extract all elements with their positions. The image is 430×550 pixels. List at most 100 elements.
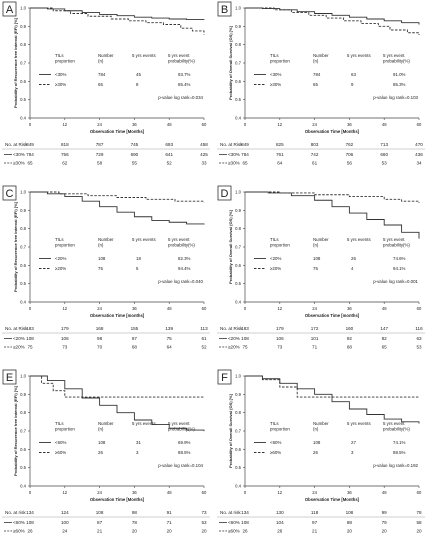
legend-header-label: 5 yrs events bbox=[347, 421, 371, 426]
risk-row-value: 20 bbox=[347, 529, 353, 534]
x-tick-label: 12 bbox=[62, 122, 67, 127]
series-line-high bbox=[245, 191, 420, 203]
risk-total-value: 108 bbox=[96, 510, 104, 515]
risk-row-label: ≥30% bbox=[228, 161, 240, 166]
risk-row-value: 761 bbox=[276, 152, 284, 157]
panel-letter: A bbox=[6, 4, 14, 16]
legend-probability: 94.4% bbox=[178, 266, 191, 271]
x-tick-label: 48 bbox=[167, 490, 172, 495]
y-axis-label: Probability of Overall Survival (OS) [%] bbox=[228, 209, 233, 283]
y-tick-label: 0.4 bbox=[20, 300, 26, 305]
risk-row-value: 26 bbox=[277, 529, 283, 534]
risk-total-value: 108 bbox=[346, 510, 354, 515]
risk-row-value: 20 bbox=[416, 529, 422, 534]
risk-total-value: 160 bbox=[346, 326, 354, 331]
x-axis-label: Observation Time [months] bbox=[90, 313, 145, 318]
risk-table-title: No. at risk bbox=[5, 510, 26, 515]
risk-row-value: 20 bbox=[382, 529, 388, 534]
legend-header-label: Number bbox=[98, 237, 114, 242]
legend-header-label: (n) bbox=[98, 427, 104, 432]
legend-header-label: (n) bbox=[98, 243, 104, 248]
risk-row-label: ≥60% bbox=[228, 529, 240, 534]
series-line-low bbox=[245, 375, 420, 424]
legend-header-label: proportion bbox=[270, 59, 290, 64]
y-tick-label: 0.4 bbox=[235, 116, 241, 121]
risk-row-label: ≥20% bbox=[228, 345, 240, 350]
risk-row-value: 58 bbox=[97, 161, 103, 166]
legend-count: 26 bbox=[313, 450, 318, 455]
x-tick-label: 48 bbox=[382, 490, 387, 495]
risk-row-value: 64 bbox=[277, 161, 283, 166]
x-tick-label: 24 bbox=[312, 122, 317, 127]
km-panel-a: A 0.4 0.5 0.6 0.7 0.8 0.9 1.0 0 12 24 36 48 60 Observa… bbox=[2, 1, 210, 166]
risk-total-value: 134 bbox=[26, 510, 34, 515]
legend-events: 3 bbox=[351, 450, 354, 455]
legend-probability: 74.1% bbox=[393, 440, 406, 445]
risk-row-value: 108 bbox=[26, 336, 34, 341]
series-line-high bbox=[30, 191, 205, 203]
x-tick-label: 48 bbox=[167, 122, 172, 127]
legend-header-label: proportion bbox=[55, 59, 75, 64]
risk-row-value: 100 bbox=[61, 520, 69, 525]
legend-probability: 93.7% bbox=[178, 72, 191, 77]
x-tick-label: 24 bbox=[97, 306, 102, 311]
risk-row-value: 784 bbox=[26, 152, 34, 157]
risk-row-value: 660 bbox=[380, 152, 388, 157]
legend-events: 45 bbox=[136, 72, 141, 77]
legend-group-label: <30% bbox=[55, 72, 66, 77]
legend-header-label: 5 yrs event bbox=[168, 237, 190, 242]
legend-events: 31 bbox=[136, 440, 141, 445]
x-tick-label: 12 bbox=[62, 490, 67, 495]
risk-row-value: 53 bbox=[416, 345, 422, 350]
panel-letter-box bbox=[217, 185, 232, 201]
risk-table-title: No. at Risk bbox=[220, 142, 243, 147]
legend-header-label: TILs bbox=[55, 53, 64, 58]
y-tick-label: 0.7 bbox=[235, 61, 241, 66]
legend-probability: 74.6% bbox=[393, 256, 406, 261]
risk-table-title: No. at Risk bbox=[5, 326, 28, 331]
risk-total-value: 825 bbox=[276, 142, 284, 147]
y-tick-label: 0.7 bbox=[20, 245, 26, 250]
y-tick-label: 0.8 bbox=[235, 410, 241, 415]
risk-row-value: 78 bbox=[132, 520, 138, 525]
x-tick-label: 12 bbox=[277, 490, 282, 495]
panel-letter-box bbox=[2, 1, 17, 17]
risk-total-value: 713 bbox=[380, 142, 388, 147]
x-tick-label: 36 bbox=[132, 306, 137, 311]
y-axis-label: Probability of Overall Survival (OS) [%] bbox=[228, 25, 233, 99]
y-tick-label: 1.0 bbox=[235, 374, 241, 379]
legend-group-label: <20% bbox=[55, 256, 66, 261]
risk-row-value: 82 bbox=[382, 336, 388, 341]
x-axis-label: Observation Time [Months] bbox=[305, 129, 360, 134]
y-tick-label: 0.4 bbox=[20, 116, 26, 121]
x-axis-label: Observation Time [Months] bbox=[305, 497, 360, 502]
x-axis-label: Observation Time [Months] bbox=[90, 497, 145, 502]
y-tick-label: 0.7 bbox=[20, 61, 26, 66]
legend-probability: 69.9% bbox=[178, 440, 191, 445]
y-tick-label: 0.4 bbox=[235, 300, 241, 305]
legend-header-label: probability(%) bbox=[383, 427, 410, 432]
x-axis-label: Observation Time [months] bbox=[305, 313, 360, 318]
x-tick-label: 24 bbox=[97, 490, 102, 495]
y-tick-label: 0.9 bbox=[235, 208, 241, 213]
risk-total-value: 458 bbox=[200, 142, 208, 147]
p-value-label: p-value log rank=0.040 bbox=[158, 279, 203, 284]
km-panel-f: F 0.4 0.5 0.6 0.7 0.8 0.9 1.0 0 12 24 36 48 60 Observa… bbox=[217, 369, 425, 534]
y-tick-label: 0.5 bbox=[235, 97, 241, 102]
legend-count: 108 bbox=[313, 256, 321, 261]
legend-group-label: <60% bbox=[55, 440, 66, 445]
x-tick-label: 60 bbox=[417, 122, 422, 127]
risk-row-value: 101 bbox=[311, 336, 319, 341]
y-tick-label: 0.9 bbox=[20, 208, 26, 213]
risk-row-value: 73 bbox=[62, 345, 68, 350]
legend-probability: 85.3% bbox=[393, 82, 406, 87]
risk-row-value: 98 bbox=[97, 336, 103, 341]
risk-total-value: 168 bbox=[96, 326, 104, 331]
x-tick-label: 36 bbox=[347, 490, 352, 495]
legend-header-label: proportion bbox=[270, 243, 290, 248]
panel-letter-box bbox=[217, 369, 232, 385]
y-tick-label: 0.7 bbox=[235, 245, 241, 250]
risk-total-value: 73 bbox=[201, 510, 207, 515]
legend-group-label: <20% bbox=[270, 256, 281, 261]
risk-row-value: 92 bbox=[347, 336, 353, 341]
